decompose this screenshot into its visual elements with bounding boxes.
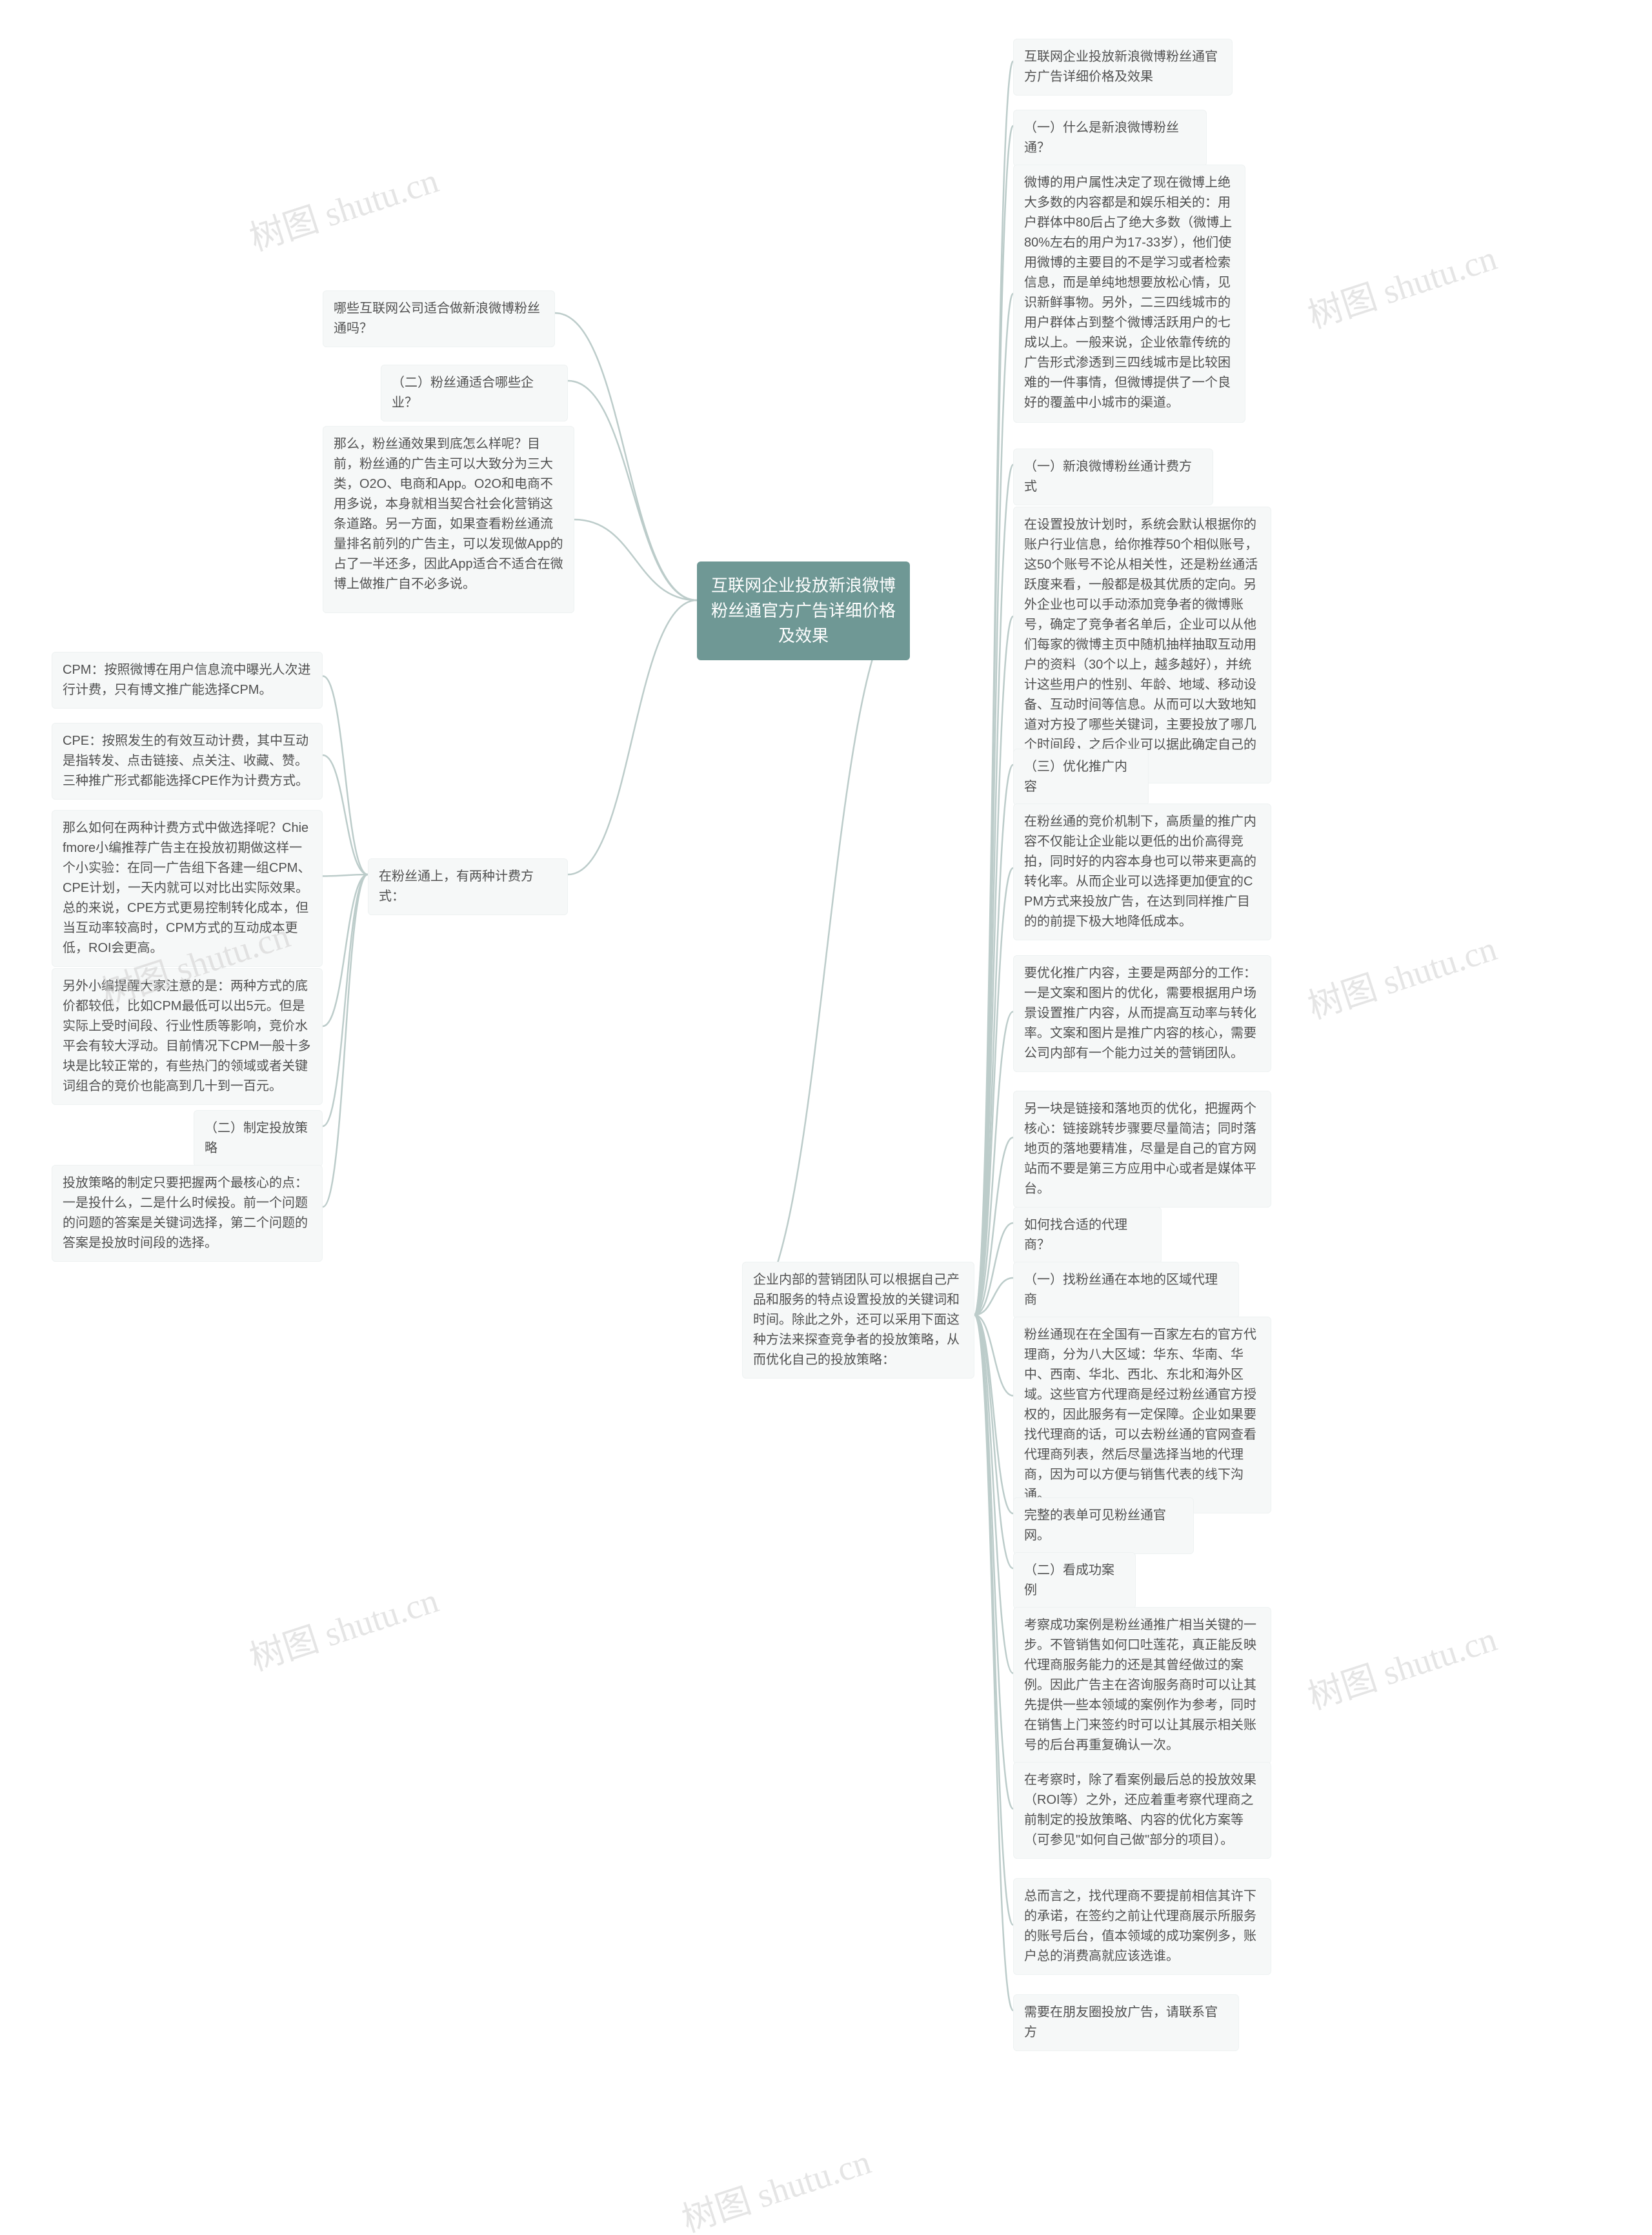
- mindmap-canvas: 互联网企业投放新浪微博粉丝通官方广告详细价格及效果 哪些互联网公司适合做新浪微博…: [0, 0, 1652, 2235]
- right-node-r3: 微博的用户属性决定了现在微博上绝大多数的内容都是和娱乐相关的：用户群体中80后占…: [1013, 165, 1245, 423]
- left-node-l2: （二）粉丝通适合哪些企业？: [381, 365, 568, 421]
- watermark: 树图 shutu.cn: [242, 152, 444, 261]
- right-node-r14: （二）看成功案例: [1013, 1552, 1136, 1609]
- right-node-r16: 在考察时，除了看案例最后总的投放效果（ROI等）之外，还应着重考察代理商之前制定…: [1013, 1762, 1271, 1859]
- left-node-l3: 那么，粉丝通效果到底怎么样呢？目前，粉丝通的广告主可以大致分为三大类，O2O、电…: [323, 426, 574, 613]
- left-node-l4: 在粉丝通上，有两种计费方式：: [368, 858, 568, 915]
- right-node-r5: 在设置投放计划时，系统会默认根据你的账户行业信息，给你推荐50个相似账号，这50…: [1013, 507, 1271, 784]
- right-node-r17: 总而言之，找代理商不要提前相信其许下的承诺，在签约之前让代理商展示所服务的账号后…: [1013, 1878, 1271, 1975]
- right-node-r10: 如何找合适的代理商？: [1013, 1207, 1162, 1264]
- right-node-r9: 另一块是链接和落地页的优化，把握两个核心：链接跳转步骤要尽量简洁；同时落地页的落…: [1013, 1091, 1271, 1208]
- right-node-r12: 粉丝通现在在全国有一百家左右的官方代理商，分为八大区域：华东、华南、华中、西南、…: [1013, 1317, 1271, 1513]
- right-node-r13: 完整的表单可见粉丝通官网。: [1013, 1497, 1194, 1554]
- center-node: 互联网企业投放新浪微博粉丝通官方广告详细价格及效果: [697, 561, 910, 660]
- left-child-4: （二）制定投放策略: [194, 1110, 323, 1167]
- right-node-r11: （一）找粉丝通在本地的区域代理商: [1013, 1262, 1239, 1319]
- right-node-r15: 考察成功案例是粉丝通推广相当关键的一步。不管销售如何口吐莲花，真正能反映代理商服…: [1013, 1607, 1271, 1764]
- right-node-r7: 在粉丝通的竞价机制下，高质量的推广内容不仅能让企业能以更低的出价高得竞拍，同时好…: [1013, 804, 1271, 940]
- watermark: 树图 shutu.cn: [674, 2133, 876, 2235]
- right-node-r2: （一）什么是新浪微博粉丝通？: [1013, 110, 1207, 167]
- right-node-r1: 互联网企业投放新浪微博粉丝通官方广告详细价格及效果: [1013, 39, 1233, 96]
- watermark: 树图 shutu.cn: [242, 1572, 444, 1681]
- right-node-r6: （三）优化推广内容: [1013, 749, 1149, 805]
- left-child-0: CPM：按照微博在用户信息流中曝光人次进行计费，只有博文推广能选择CPM。: [52, 652, 323, 709]
- watermark: 树图 shutu.cn: [1300, 229, 1502, 338]
- watermark: 树图 shutu.cn: [1300, 1610, 1502, 1719]
- left-child-5: 投放策略的制定只要把握两个最核心的点：一是投什么，二是什么时候投。前一个问题的问…: [52, 1165, 323, 1262]
- right-node-r4: （一）新浪微博粉丝通计费方式: [1013, 449, 1213, 505]
- right-parent-r11p: 企业内部的营销团队可以根据自己产品和服务的特点设置投放的关键词和时间。除此之外，…: [742, 1262, 974, 1379]
- right-node-r8: 要优化推广内容，主要是两部分的工作：一是文案和图片的优化，需要根据用户场景设置推…: [1013, 955, 1271, 1072]
- left-child-1: CPE：按照发生的有效互动计费，其中互动是指转发、点击链接、点关注、收藏、赞。三…: [52, 723, 323, 800]
- right-node-r18: 需要在朋友圈投放广告，请联系官方: [1013, 1994, 1239, 2051]
- left-node-l1: 哪些互联网公司适合做新浪微博粉丝通吗？: [323, 290, 555, 347]
- watermark: 树图 shutu.cn: [1300, 920, 1502, 1029]
